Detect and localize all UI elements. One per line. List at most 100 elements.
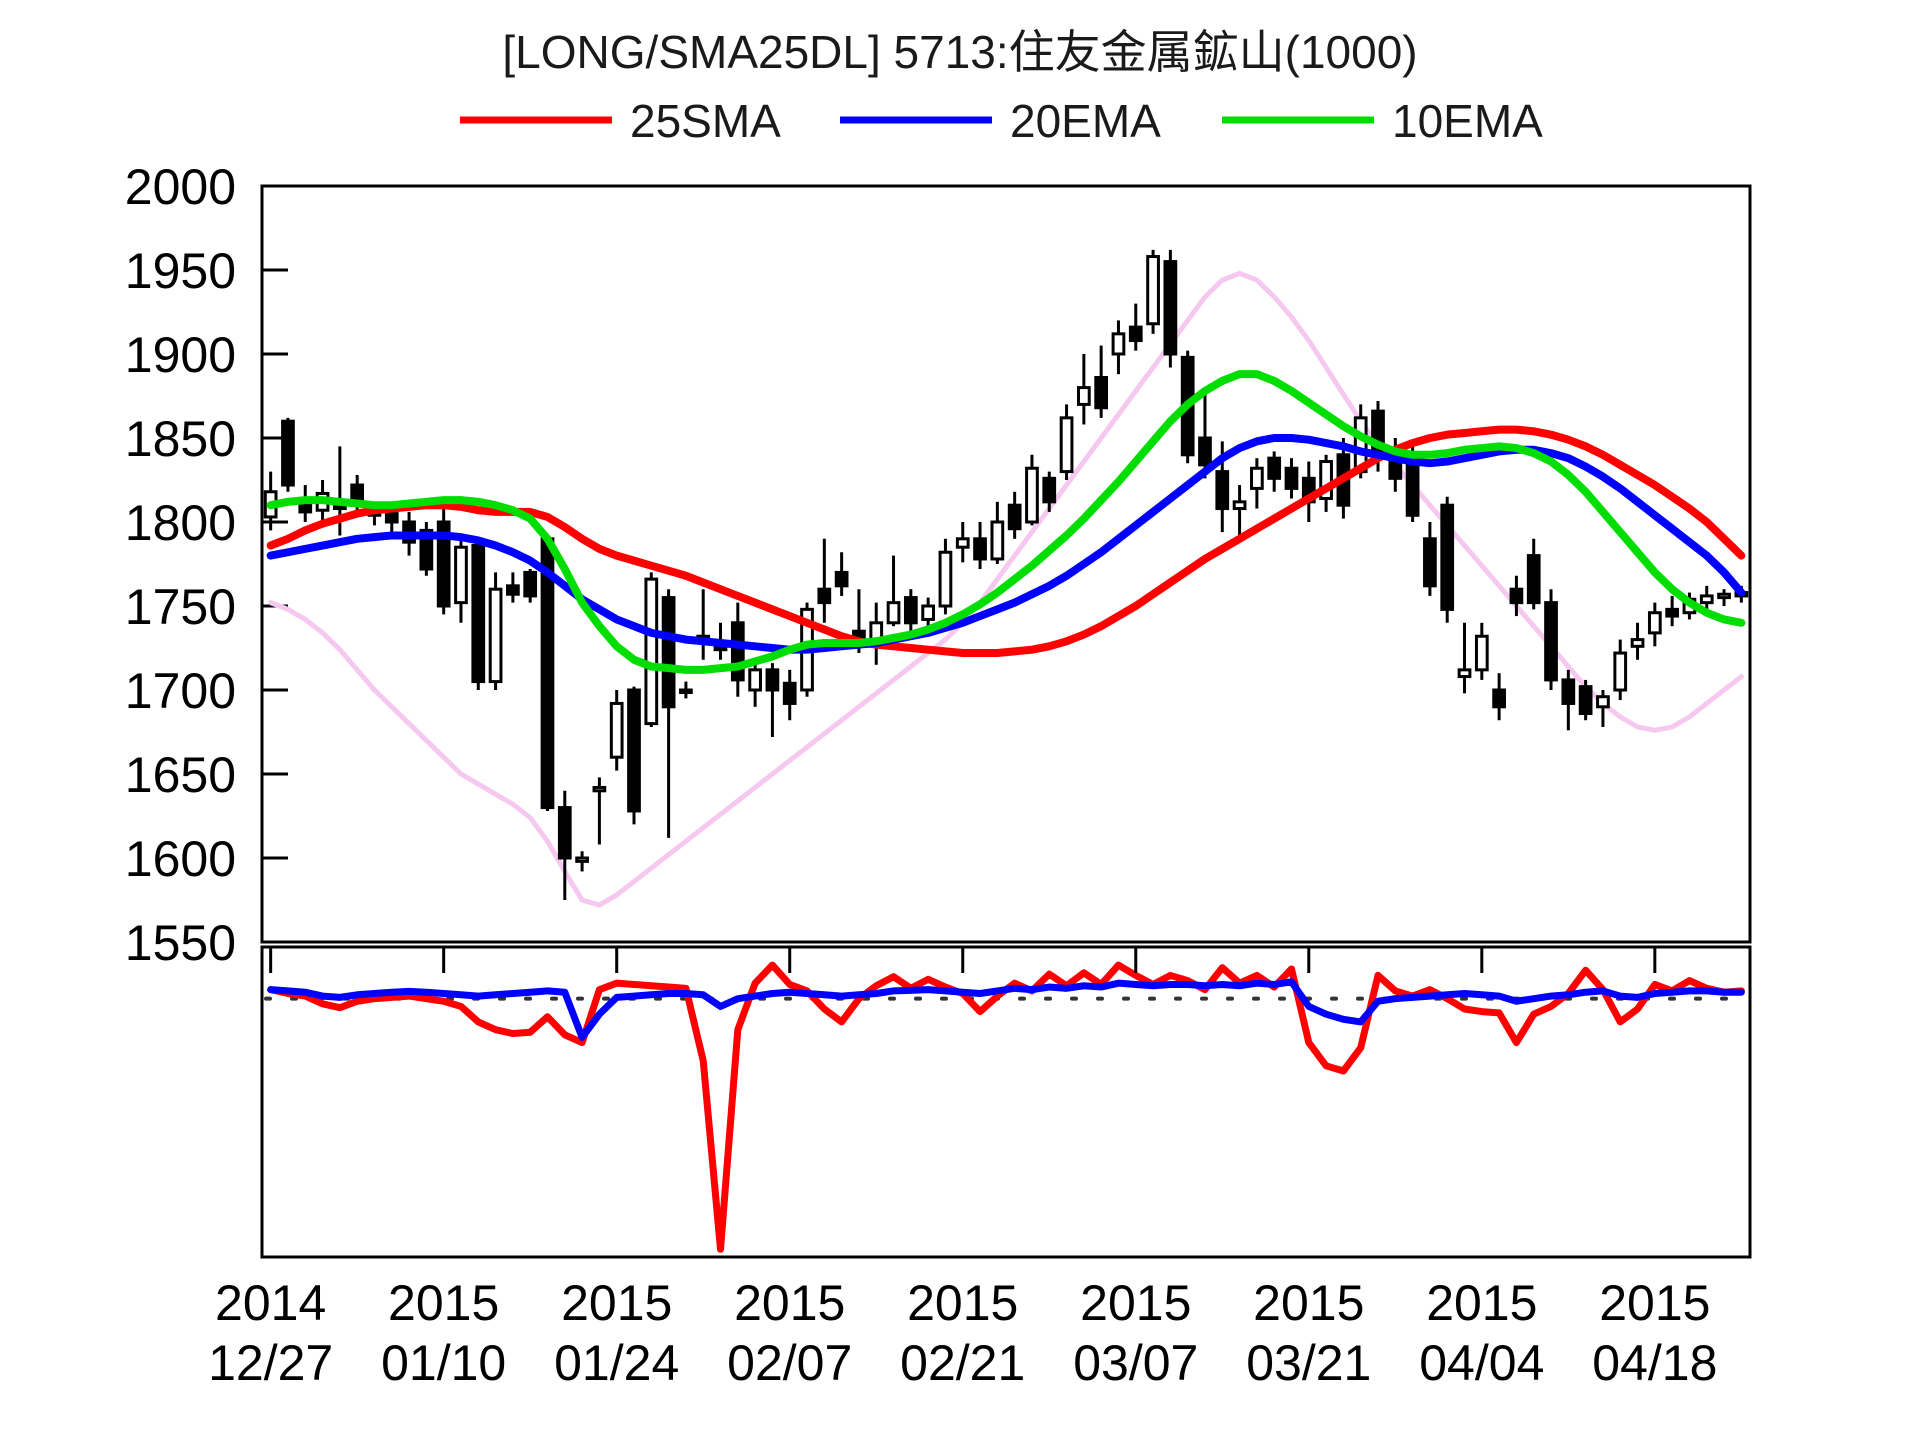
chart-legend: 25SMA 20EMA 10EMA <box>460 95 1543 147</box>
candlestick <box>1319 454 1333 512</box>
candlestick <box>834 552 849 596</box>
candle-body-bullish <box>938 550 953 608</box>
legend-label-25sma: 25SMA <box>630 95 781 147</box>
y-tick-label: 1750 <box>125 579 236 635</box>
candlestick <box>471 538 486 690</box>
y-axis-ticks: 2000 1950 1900 1850 1800 1750 1700 1650 1600 1550 <box>125 159 288 971</box>
candle-body-bearish <box>661 596 676 709</box>
candlestick <box>1128 303 1143 351</box>
oscillator-plot-border <box>260 945 1752 1259</box>
candlestick <box>1284 458 1299 499</box>
candle-body-bullish <box>592 785 607 793</box>
y-tick-label: 1800 <box>125 495 236 551</box>
candlestick <box>1250 458 1264 509</box>
candlestick <box>1647 602 1662 647</box>
candle-body-bearish <box>817 587 832 605</box>
legend-item-20ema: 20EMA <box>840 95 1161 147</box>
candle-body-bullish <box>1630 638 1645 648</box>
x-axis-labels: 201412/27201501/10201501/24201502/072015… <box>208 1275 1717 1391</box>
candlestick <box>627 686 641 825</box>
page-title: [LONG/SMA25DL] 5713:住友金属鉱山(1000) <box>502 26 1417 78</box>
y-tick-label: 2000 <box>125 159 236 215</box>
x-tick-year: 2015 <box>561 1275 672 1331</box>
candle-body-bearish <box>506 584 520 596</box>
candlestick <box>886 555 901 627</box>
candlestick <box>661 589 676 838</box>
candle-body-bearish <box>471 544 486 684</box>
candle-body-bearish <box>557 806 572 860</box>
envelope-polyline <box>268 270 1744 908</box>
candle-body-bearish <box>523 570 538 598</box>
candlestick <box>1440 496 1455 623</box>
candle-body-bearish <box>436 520 451 608</box>
candlestick <box>1042 471 1057 512</box>
candle-body-bearish <box>730 621 745 682</box>
candle-body-bullish <box>748 668 762 692</box>
candle-body-bearish <box>834 570 849 588</box>
candle-body-bearish <box>1128 325 1143 343</box>
candle-body-bullish <box>454 545 468 605</box>
candle-body-bullish <box>1232 500 1247 511</box>
candle-body-bearish <box>627 688 641 813</box>
candlestick <box>990 501 1005 564</box>
candle-body-bearish <box>1284 466 1299 490</box>
candlestick <box>1544 589 1558 690</box>
oscillator-panel <box>260 945 1752 1259</box>
y-tick-label: 1700 <box>125 663 236 719</box>
candlestick <box>1232 485 1247 536</box>
candlestick <box>1025 454 1039 526</box>
candlestick <box>1457 622 1472 694</box>
x-tick-year: 2015 <box>1426 1275 1537 1331</box>
x-tick-year: 2015 <box>1599 1275 1710 1331</box>
x-tick-date: 01/24 <box>554 1335 679 1391</box>
candle-body-bullish <box>575 856 589 863</box>
x-tick-date: 02/21 <box>900 1335 1025 1391</box>
candle-body-bullish <box>1596 695 1610 709</box>
oscillator-series <box>267 961 1745 1253</box>
candle-body-bullish <box>1250 466 1264 490</box>
y-tick-label: 1600 <box>125 831 236 887</box>
candle-body-bearish <box>973 537 987 561</box>
x-tick-date: 12/27 <box>208 1335 333 1391</box>
candle-body-bullish <box>1076 386 1091 406</box>
candle-body-bullish <box>1717 592 1731 600</box>
candlestick <box>419 522 434 576</box>
candlestick <box>523 569 538 603</box>
legend-item-10ema: 10EMA <box>1222 95 1543 147</box>
candlestick <box>506 572 520 603</box>
candle-body-bearish <box>1198 436 1212 467</box>
x-tick-year: 2015 <box>1253 1275 1364 1331</box>
candlestick <box>1561 669 1576 731</box>
candle-body-bullish <box>1319 460 1333 500</box>
candlestick <box>1267 451 1282 492</box>
candle-body-bearish <box>1578 685 1593 716</box>
candlestick <box>1111 320 1126 375</box>
candle-body-bearish <box>1163 260 1178 356</box>
candle-body-bearish <box>1267 456 1282 480</box>
candlestick <box>1630 622 1645 660</box>
legend-label-20ema: 20EMA <box>1010 95 1161 147</box>
candlestick <box>679 681 693 699</box>
candlestick <box>955 522 970 563</box>
candle-body-bullish <box>990 520 1005 561</box>
x-tick-year: 2015 <box>1080 1275 1191 1331</box>
candle-body-bearish <box>1526 554 1541 605</box>
envelope-line <box>268 270 1744 908</box>
candle-body-bearish <box>1423 537 1437 588</box>
candle-body-bullish <box>1647 611 1662 635</box>
candle-body-bullish <box>1699 594 1714 605</box>
candle-body-bearish <box>419 528 434 571</box>
candlestick <box>1094 345 1109 418</box>
candle-body-bearish <box>1094 376 1109 410</box>
candle-body-bullish <box>1111 332 1126 356</box>
candlestick <box>1509 575 1524 617</box>
candlestick <box>1076 354 1091 425</box>
y-tick-label: 1900 <box>125 327 236 383</box>
candle-body-bearish <box>782 681 797 705</box>
candlestick <box>592 777 607 845</box>
x-tick-date: 03/07 <box>1073 1335 1198 1391</box>
candlestick <box>921 597 936 627</box>
candle-body-bullish <box>955 537 970 549</box>
